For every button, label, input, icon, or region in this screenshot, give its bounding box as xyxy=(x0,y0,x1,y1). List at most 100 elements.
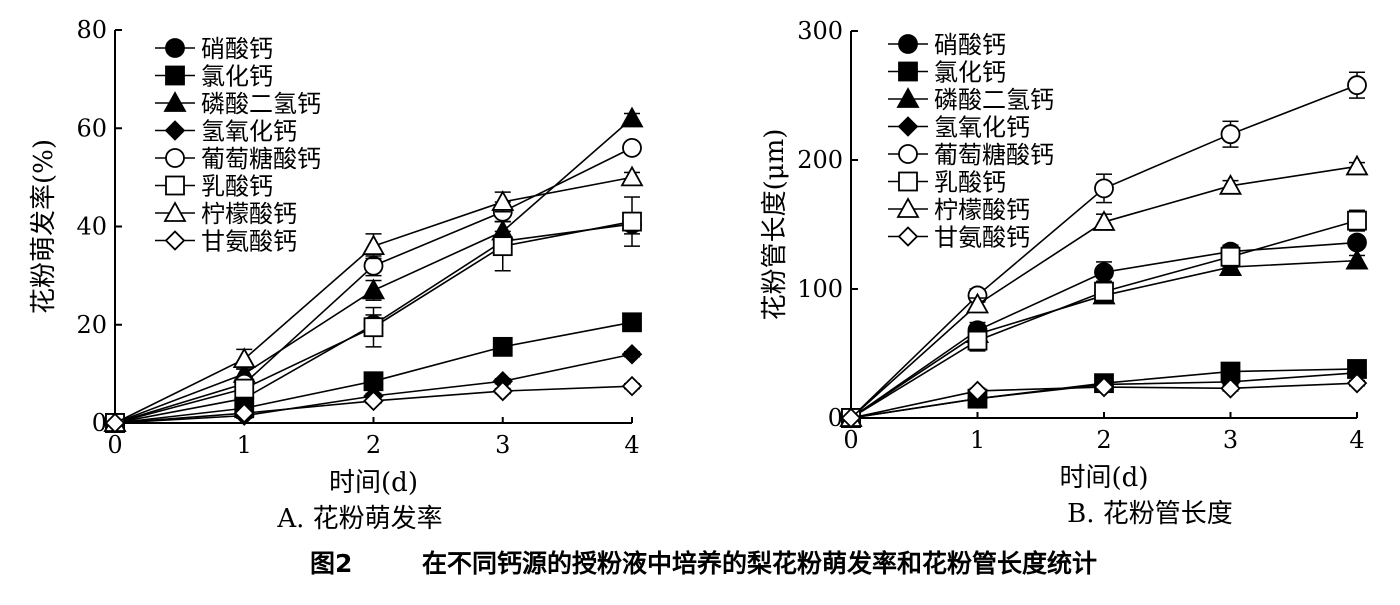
chart-b-x-tick-label: 0 xyxy=(843,426,858,454)
chart-a-data-point xyxy=(492,336,513,357)
chart-b-y-tick-label: 300 xyxy=(797,17,843,45)
chart-a-data-point xyxy=(233,402,255,424)
chart-b-legend-label: 乳酸钙 xyxy=(934,169,1006,197)
chart-b-y-tick-label: 200 xyxy=(797,146,843,174)
chart-b-data-point xyxy=(1094,262,1114,283)
chart-b-x-tick-label: 1 xyxy=(970,426,985,454)
chart-b-x-tick-label: 2 xyxy=(1096,426,1111,454)
chart-a-y-tick-label: 0 xyxy=(92,409,107,437)
chart-a-legend-marker xyxy=(165,148,185,168)
chart-a-y-tick-label: 60 xyxy=(76,114,107,142)
chart-b-data-point xyxy=(967,380,988,402)
chart-b-legend-label: 柠檬酸钙 xyxy=(934,196,1030,224)
chart-a-x-axis-title: 时间(d) xyxy=(329,468,418,498)
chart-b-data-point xyxy=(1220,378,1241,399)
chart-b-x-tick-label: 4 xyxy=(1349,426,1364,454)
chart-a-x-tick-label: 0 xyxy=(107,431,122,459)
chart-a-data-point xyxy=(621,343,643,365)
chart-a-series-8 xyxy=(104,375,643,434)
chart-a-legend-label: 磷酸二氢钙 xyxy=(201,90,321,118)
chart-b-y-axis-title: 花粉管长度(μm) xyxy=(760,129,790,321)
chart-b-legend-marker xyxy=(897,116,919,137)
chart-a-legend-marker xyxy=(163,91,187,112)
chart-a-data-point xyxy=(620,106,644,128)
chart-a-legend-marker xyxy=(165,38,185,58)
chart-a-legend-label: 氢氧化钙 xyxy=(201,118,297,146)
chart-a-legend-label: 乳酸钙 xyxy=(201,173,273,201)
chart-a-data-point xyxy=(492,380,514,402)
chart-a-y-tick-label: 40 xyxy=(76,213,107,241)
chart-b-data-point xyxy=(840,407,862,429)
chart-a-x-tick-label: 2 xyxy=(366,431,381,459)
chart-a-legend-label: 葡萄糖酸钙 xyxy=(201,145,321,173)
chart-a-legend-label: 甘氨酸钙 xyxy=(201,228,297,256)
chart-b-series-1 xyxy=(841,232,1367,428)
chart-a-y-tick-label: 20 xyxy=(76,311,107,339)
chart-b-data-point xyxy=(1094,281,1114,302)
chart-a-legend-marker xyxy=(163,201,187,222)
chart-b-data-point xyxy=(1220,124,1241,145)
chart-a-data-point xyxy=(363,390,384,412)
chart-b-series-5 xyxy=(841,71,1367,428)
chart-b-legend-label: 氯化钙 xyxy=(934,59,1006,87)
chart-b-legend-label: 磷酸二氢钙 xyxy=(934,86,1054,114)
chart-b-legend-label: 葡萄糖酸钙 xyxy=(934,141,1054,169)
chart-b-x-axis-title: 时间(d) xyxy=(1060,463,1149,493)
chart-a-data-point xyxy=(104,412,126,434)
chart-a-legend-label: 氯化钙 xyxy=(201,63,273,91)
chart-a-x-tick-label: 3 xyxy=(495,431,510,459)
chart-b-legend-marker xyxy=(898,171,918,192)
chart-a-y-tick-label: 80 xyxy=(76,16,107,44)
chart-a-data-point xyxy=(361,278,386,300)
chart-b-series-8 xyxy=(840,372,1368,429)
chart-b-legend-label: 硝酸钙 xyxy=(934,31,1006,59)
chart-a-data-point xyxy=(232,347,256,369)
figure-caption-label: 图2 xyxy=(310,549,352,578)
chart-b-data-point xyxy=(965,292,990,314)
chart-a-y-axis-title: 花粉萌发率(%) xyxy=(29,139,59,314)
chart-b-legend-marker xyxy=(896,87,920,108)
chart-b-y-tick-label: 100 xyxy=(797,275,843,303)
chart-a-data-point xyxy=(361,234,386,256)
chart-a-legend-marker xyxy=(165,65,185,86)
chart-a-data-point xyxy=(234,378,255,399)
chart-b-data-point xyxy=(1092,210,1116,231)
chart-b-data-point xyxy=(1345,248,1369,270)
chart-a-x-tick-label: 1 xyxy=(237,431,252,459)
chart-a-data-point xyxy=(622,211,642,232)
chart-a-legend-label: 柠檬酸钙 xyxy=(201,200,297,228)
chart-a-data-point xyxy=(491,190,515,211)
chart-b-data-point xyxy=(1093,376,1115,398)
chart-b-data-point xyxy=(1220,246,1241,267)
chart-b-data-point xyxy=(1346,372,1368,394)
chart-b-y-tick-label: 0 xyxy=(828,404,843,432)
chart-a-legend-marker xyxy=(164,120,186,141)
chart-b-data-point xyxy=(1345,154,1369,176)
chart-a-legend-marker xyxy=(165,175,185,196)
chart-a-data-point xyxy=(620,165,644,187)
chart-b-legend-label: 氢氧化钙 xyxy=(934,114,1030,142)
chart-a-data-point xyxy=(622,312,642,333)
chart-b-legend-marker xyxy=(896,197,920,218)
chart-b-legend-label: 甘氨酸钙 xyxy=(934,224,1030,252)
chart-a-data-point xyxy=(621,375,643,397)
chart-a-subtitle: A. 花粉萌发率 xyxy=(276,504,442,534)
chart-b-data-point xyxy=(967,330,988,351)
chart-b-x-tick-label: 3 xyxy=(1223,426,1238,454)
chart-b-data-point xyxy=(1094,178,1114,199)
chart-b-legend-marker xyxy=(898,144,918,164)
chart-a-series-6 xyxy=(105,196,642,433)
chart-b-data-point xyxy=(1347,75,1367,96)
chart-a-data-point xyxy=(363,255,384,276)
chart-a-data-point xyxy=(622,137,642,158)
chart-a-legend-marker xyxy=(164,230,186,251)
figure-caption-text: 在不同钙源的授粉液中培养的梨花粉萌发率和花粉管长度统计 xyxy=(422,549,1097,578)
chart-b: 0 1 2 3 4 0 100 200 300 时间(d) 花粉管长度(μm) B. 花粉管长度 硝酸钙… xyxy=(760,17,1369,529)
chart-b-legend-marker xyxy=(897,226,919,247)
chart-a-data-point xyxy=(492,236,513,257)
chart-b-subtitle: B. 花粉管长度 xyxy=(1067,499,1233,529)
